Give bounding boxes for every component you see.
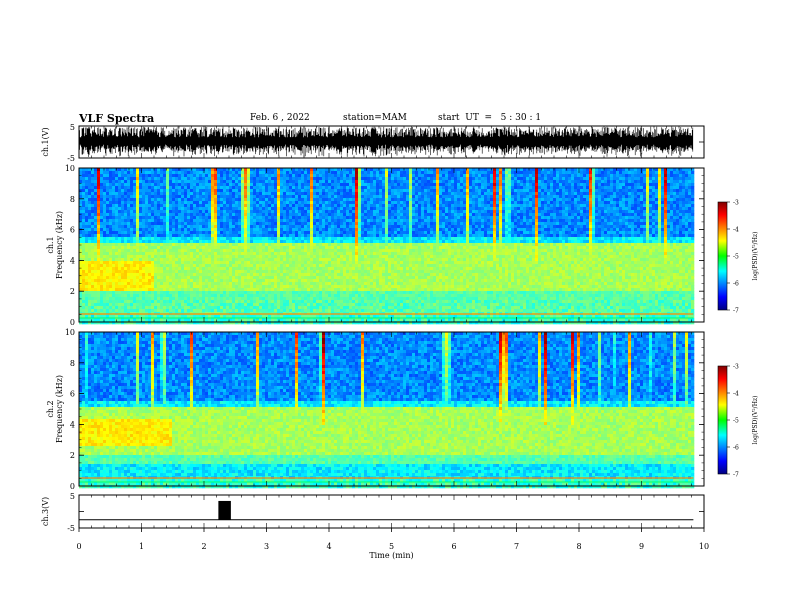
ch3-waveform-ylabel: ch.3(V)	[41, 497, 50, 526]
ch1-spectrogram-colorbar-tick--6: -6	[733, 281, 739, 288]
ch2-spectrogram-colorbar-label: log(PSD)(V²/Hz)	[752, 396, 759, 445]
xtick-1: 1	[139, 542, 144, 551]
ch1-spectrogram-ytick-2: 2	[70, 287, 75, 296]
ch2-spectrogram-heatmap	[79, 332, 695, 489]
xtick-10: 10	[699, 542, 709, 551]
ch2-spectrogram-ylabel: Frequency (kHz)	[55, 375, 64, 443]
ch1-spectrogram-colorbar-label: log(PSD)(V²/Hz)	[752, 232, 759, 281]
xtick-0: 0	[76, 542, 81, 551]
ch2-spectrogram-colorbar-tick--5: -5	[733, 418, 739, 425]
ch1-spectrogram-ytick-8: 8	[70, 195, 75, 204]
ch1-spectrogram-ytick-0: 0	[70, 318, 75, 327]
xtick-9: 9	[639, 542, 644, 551]
ch1-spectrogram-ylabel: Frequency (kHz)	[55, 211, 64, 279]
ch1-waveform-ytick-bottom: -5	[67, 154, 75, 163]
ch1-spectrogram-colorbar-tick--7: -7	[733, 308, 739, 315]
ch1-spectrogram-colorbar-tick--3: -3	[733, 200, 739, 207]
ch3-waveform-ytick-bottom: -5	[67, 524, 75, 533]
ch2-spectrogram-ytick-10: 10	[65, 328, 75, 337]
ch2-spectrogram-colorbar-tick--7: -7	[733, 472, 739, 479]
ch1-waveform-trace	[78, 126, 694, 157]
ch1-spectrogram-colorbar-tick--5: -5	[733, 254, 739, 261]
ch2-spectrogram-colorbar	[717, 365, 728, 475]
ch2-spectrogram-ytick-2: 2	[70, 451, 75, 460]
xtick-6: 6	[451, 542, 456, 551]
ch3-waveform-ytick-top: 5	[70, 492, 75, 501]
station-label: station=MAM	[343, 113, 407, 123]
ch2-spectrogram-ytick-4: 4	[70, 420, 75, 429]
xtick-4: 4	[326, 542, 331, 551]
ch1-spectrogram-colorbar	[717, 201, 728, 311]
ch2-spectrogram-ytick-6: 6	[70, 390, 75, 399]
date-label: Feb. 6 , 2022	[250, 113, 310, 123]
ch1-spectrogram-heatmap	[79, 168, 695, 325]
ch2-spectrogram-colorbar-tick--4: -4	[733, 391, 739, 398]
xtick-8: 8	[576, 542, 581, 551]
ch1-waveform-ytick-top: 5	[70, 123, 75, 132]
xtick-2: 2	[201, 542, 206, 551]
ch2-spectrogram-ylabel-channel: ch.2	[46, 400, 55, 417]
ch1-spectrogram-ytick-4: 4	[70, 256, 75, 265]
ch1-spectrogram-ytick-10: 10	[65, 164, 75, 173]
start-time-label: start UT = 5 : 30 : 1	[438, 113, 541, 123]
chart-title: VLF Spectra	[79, 112, 154, 125]
ch1-spectrogram-colorbar-tick--4: -4	[733, 227, 739, 234]
ch2-spectrogram-colorbar-tick--6: -6	[733, 445, 739, 452]
ch3-pulse	[218, 500, 231, 520]
ch2-spectrogram-ytick-8: 8	[70, 359, 75, 368]
xtick-7: 7	[514, 542, 519, 551]
ch2-spectrogram-colorbar-tick--3: -3	[733, 364, 739, 371]
xtick-5: 5	[389, 542, 394, 551]
ch2-spectrogram-ytick-0: 0	[70, 482, 75, 491]
x-axis-label: Time (min)	[369, 551, 413, 560]
ch1-waveform-ylabel: ch.1(V)	[41, 127, 50, 156]
ch1-spectrogram-ytick-6: 6	[70, 226, 75, 235]
xtick-3: 3	[264, 542, 269, 551]
ch1-spectrogram-ylabel-channel: ch.1	[46, 236, 55, 253]
ch1-waveform-line	[78, 126, 694, 157]
